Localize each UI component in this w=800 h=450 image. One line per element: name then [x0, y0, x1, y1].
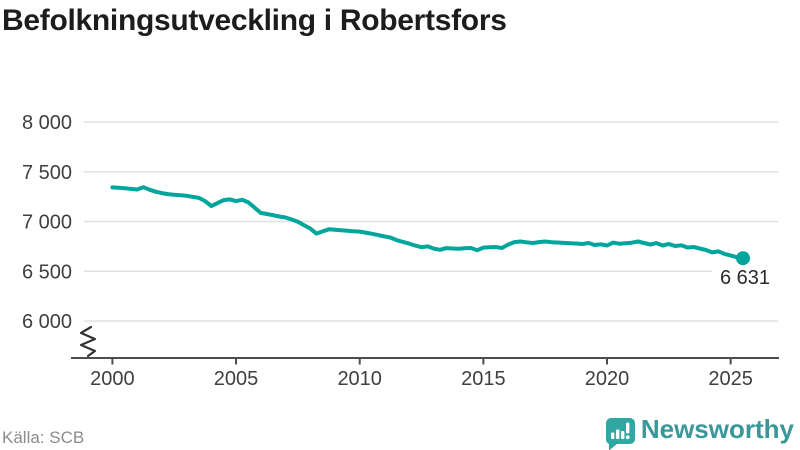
bar-2 [615, 429, 620, 439]
y-axis-label-6000: 6 000 [22, 311, 72, 333]
newsworthy-wordmark: Newsworthy [640, 414, 794, 444]
y-axis-label-6500: 6 500 [22, 261, 72, 283]
x-axis-label-2015: 2015 [461, 368, 506, 390]
newsworthy-bubble-barchart-icon [605, 418, 635, 450]
newsworthy-logo: Newsworthy [604, 414, 794, 450]
exclamation-stem [625, 422, 630, 434]
axis-break-icon [79, 325, 97, 358]
endpoint-label-backdrop [712, 265, 782, 289]
source-label: Källa: SCB [2, 428, 85, 447]
speech-bubble-shape [605, 418, 635, 450]
endpoint-value-label: 6 631 [720, 267, 770, 289]
x-axis-label-2010: 2010 [337, 368, 382, 390]
bar-3 [620, 431, 625, 439]
x-axis-label-2000: 2000 [90, 368, 135, 390]
population-line [110, 185, 745, 261]
y-axis-label-7000: 7 000 [22, 212, 72, 234]
y-axis-label-8000: 8 000 [22, 112, 72, 134]
exclamation-dot [625, 435, 630, 440]
chart-title: Befolkningsutveckling i Robertsfors [2, 4, 507, 37]
y-axis-label-7500: 7 500 [22, 162, 72, 184]
endpoint-dot [736, 251, 751, 266]
x-axis-label-2025: 2025 [708, 368, 753, 390]
x-axis-label-2020: 2020 [585, 368, 630, 390]
bar-1 [610, 432, 615, 439]
x-axis-label-2005: 2005 [214, 368, 259, 390]
